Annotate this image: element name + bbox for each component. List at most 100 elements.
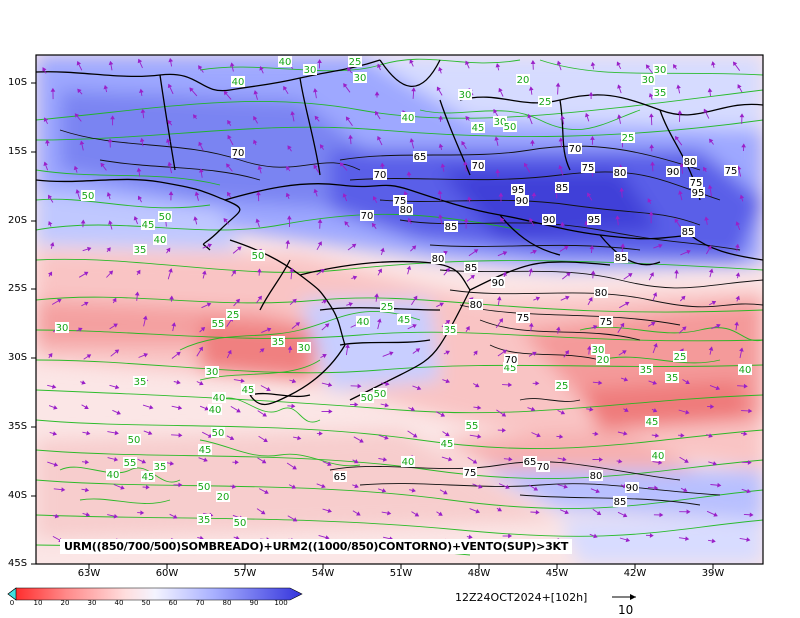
contour-label-box bbox=[691, 187, 705, 198]
wind-vector-head bbox=[747, 460, 752, 465]
contour-label-box bbox=[233, 517, 247, 528]
contour-label-box bbox=[333, 471, 347, 482]
wind-vector-head bbox=[112, 297, 117, 303]
contour-label: 35 bbox=[640, 365, 653, 376]
contour-label-box bbox=[665, 372, 679, 383]
wind-vector-head bbox=[473, 350, 478, 356]
wind-vector-head bbox=[345, 116, 351, 121]
wind-vector-head bbox=[674, 269, 679, 274]
wind-vector-head bbox=[678, 190, 683, 195]
contour-label-box bbox=[471, 122, 485, 133]
wind-vector-head bbox=[167, 161, 173, 167]
contour-label-box bbox=[555, 380, 569, 391]
wind-vector-head bbox=[659, 512, 664, 518]
contour-label: 50 bbox=[361, 393, 374, 404]
wind-vector-head bbox=[234, 459, 239, 465]
colorbar-tick: 20 bbox=[60, 599, 70, 607]
wind-vector-head bbox=[524, 162, 529, 168]
wind-vector-head bbox=[145, 484, 150, 490]
wind-vector-head bbox=[376, 318, 382, 323]
contour-label: 90 bbox=[667, 167, 680, 178]
wind-vector-head bbox=[54, 513, 60, 519]
wind-vector-head bbox=[472, 459, 478, 464]
contour-label-box bbox=[241, 384, 255, 395]
wind-vector-head bbox=[415, 348, 421, 353]
contour-label-box bbox=[205, 366, 219, 377]
contour-label: 70 bbox=[537, 462, 550, 473]
contour-label-box bbox=[599, 316, 613, 327]
contour-label-box bbox=[538, 96, 552, 107]
wind-vector-head bbox=[741, 143, 746, 148]
wind-vector-head bbox=[42, 67, 47, 72]
contour-label: 40 bbox=[107, 470, 120, 481]
wind-vector-head bbox=[319, 144, 324, 149]
contour-label: 75 bbox=[394, 196, 407, 207]
contour-label-box bbox=[216, 491, 230, 502]
wind-vector-head bbox=[711, 61, 716, 66]
wind-vector-head bbox=[356, 511, 361, 516]
wind-vector-head bbox=[48, 220, 53, 226]
wind-vector-head bbox=[189, 87, 194, 92]
contour-label-box bbox=[55, 322, 69, 333]
wind-vector-head bbox=[683, 487, 688, 492]
wind-vector-head bbox=[354, 483, 359, 489]
wind-vector-head bbox=[285, 192, 291, 198]
wind-vector-head bbox=[133, 216, 139, 221]
contour-label-box bbox=[594, 287, 608, 298]
contour-label: 20 bbox=[597, 355, 610, 366]
wind-vector-head bbox=[470, 274, 475, 280]
wind-vector-head bbox=[502, 271, 507, 276]
wind-vector-head bbox=[84, 487, 90, 493]
wind-vector-head bbox=[374, 293, 379, 298]
wind-vector-head bbox=[83, 271, 89, 276]
wind-vector-head bbox=[497, 507, 502, 512]
wind-vector-head bbox=[289, 267, 295, 272]
wind-vector-head bbox=[650, 322, 656, 327]
wind-vector-head bbox=[556, 326, 561, 331]
wind-vector-head bbox=[327, 461, 332, 466]
wind-vector-head bbox=[461, 140, 466, 146]
wind-vector-head bbox=[328, 409, 333, 414]
wind-vector-head bbox=[178, 482, 183, 488]
wind-vector-head bbox=[562, 456, 567, 462]
contour-label: 55 bbox=[124, 458, 137, 469]
wind-vector-head bbox=[674, 218, 679, 224]
wind-vector-head bbox=[325, 535, 330, 540]
colorbar-tick: 70 bbox=[195, 599, 205, 607]
contour-label: 35 bbox=[654, 88, 667, 99]
wind-vector-head bbox=[84, 301, 89, 306]
wind-vector-head bbox=[652, 292, 658, 297]
wind-vector-head bbox=[473, 249, 479, 254]
wind-vector-head bbox=[595, 488, 600, 494]
wind-vector-head bbox=[535, 380, 540, 386]
wind-vector-head bbox=[467, 196, 472, 201]
wind-vector-head bbox=[735, 243, 740, 249]
wind-vector-head bbox=[87, 246, 92, 252]
wind-vector-head bbox=[377, 63, 382, 68]
wind-vector-head bbox=[292, 517, 298, 522]
contour-label: 80 bbox=[400, 205, 413, 216]
wind-vector-head bbox=[474, 383, 480, 388]
wind-vector-head bbox=[708, 268, 714, 273]
wind-vector-head bbox=[375, 110, 380, 116]
wind-vector-head bbox=[615, 215, 620, 220]
wind-vector-head bbox=[495, 63, 501, 68]
contour-label-box bbox=[444, 221, 458, 232]
wind-vector-head bbox=[339, 162, 345, 167]
contour-label: 80 bbox=[590, 471, 603, 482]
wind-vector-head bbox=[588, 91, 594, 96]
wind-vector-head bbox=[680, 433, 685, 438]
wind-vector-head bbox=[386, 510, 392, 516]
contour-label: 35 bbox=[198, 515, 211, 526]
wind-vector-head bbox=[321, 483, 326, 489]
wind-vector-head bbox=[255, 218, 261, 223]
contour-label-box bbox=[621, 132, 635, 143]
wind-vector-head bbox=[739, 113, 745, 118]
wind-vector-head bbox=[292, 465, 297, 470]
wind-vector-head bbox=[53, 405, 58, 410]
wind-vector-head bbox=[414, 512, 420, 517]
wind-vector-head bbox=[142, 315, 148, 320]
wind-vector-head bbox=[528, 322, 534, 327]
wind-vector-head bbox=[86, 430, 91, 436]
wind-vector-head bbox=[344, 221, 349, 226]
